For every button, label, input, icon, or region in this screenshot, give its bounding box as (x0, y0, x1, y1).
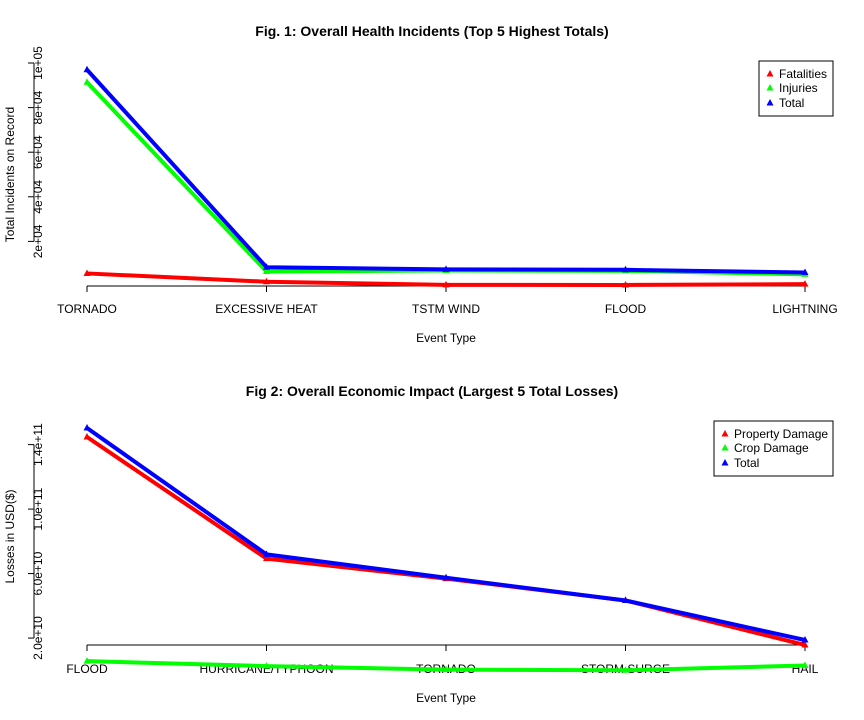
data-point (622, 265, 629, 273)
legend-label: Fatalities (779, 67, 827, 81)
x-axis-label: Event Type (416, 691, 476, 705)
data-point (442, 280, 450, 288)
x-tick-label: TORNADO (57, 302, 117, 316)
legend-label: Total (779, 96, 804, 110)
data-point (263, 554, 270, 562)
legend-label: Total (734, 456, 759, 470)
data-point (442, 573, 450, 581)
legend-marker (766, 99, 774, 106)
x-tick-label: FLOOD (605, 302, 647, 316)
series-line-total (85, 68, 806, 275)
x-tick-label: FLOOD (66, 662, 108, 676)
x-tick-label: EXCESSIVE HEAT (215, 302, 318, 316)
data-point (83, 424, 91, 431)
y-tick-label: 2.0e+10 (31, 616, 45, 660)
data-point (442, 265, 450, 272)
legend-box (713, 420, 834, 477)
series-line-total (85, 426, 806, 642)
data-point (442, 665, 450, 673)
data-point (263, 263, 270, 270)
series-line-property-damage (85, 435, 806, 647)
y-tick-label: 1.4e+11 (31, 423, 45, 466)
legend-label: Property Damage (734, 427, 828, 441)
y-axis-label: Losses in USD($) (3, 489, 17, 583)
legend-marker (721, 430, 729, 437)
y-tick-label: 6e+04 (31, 135, 45, 169)
y-tick-label: 4e+04 (31, 180, 45, 214)
health-incidents-chart: Fig. 1: Overall Health Incidents (Top 5 … (3, 23, 838, 345)
data-point (801, 280, 809, 287)
data-point (83, 433, 91, 440)
data-point (263, 267, 270, 274)
y-tick-label: 2e+04 (31, 224, 45, 258)
data-point (83, 65, 91, 73)
chart-title: Fig. 1: Overall Health Incidents (Top 5 … (255, 23, 608, 39)
data-point (622, 280, 629, 288)
legend-label: Injuries (779, 81, 818, 95)
legend-marker (766, 70, 774, 77)
data-point (263, 662, 270, 669)
x-tick-label: TSTM WIND (412, 302, 480, 316)
series-line-injuries (85, 80, 806, 277)
data-point (83, 78, 91, 85)
data-point (83, 657, 91, 664)
data-point (263, 277, 270, 285)
legend-marker (721, 459, 729, 466)
data-point (622, 596, 629, 604)
legend-marker (766, 84, 774, 91)
x-tick-label: LIGHTNING (772, 302, 837, 316)
y-tick-label: 6.0e+10 (31, 551, 45, 595)
y-tick-label: 1.0e+11 (31, 487, 45, 530)
economic-impact-chart: Fig 2: Overall Economic Impact (Largest … (3, 383, 834, 705)
legend-label: Crop Damage (734, 441, 809, 455)
x-axis-label: Event Type (416, 331, 476, 345)
data-point (801, 661, 809, 668)
data-point (801, 268, 809, 276)
data-point (622, 666, 629, 673)
data-point (263, 550, 270, 557)
y-tick-label: 1e+05 (31, 46, 45, 80)
data-point (801, 641, 809, 648)
y-axis-label: Total Incidents on Record (3, 107, 17, 242)
legend-marker (721, 444, 729, 451)
data-point (83, 269, 91, 276)
data-point (801, 636, 809, 643)
chart-title: Fig 2: Overall Economic Impact (Largest … (246, 383, 618, 399)
y-tick-label: 8e+04 (31, 90, 45, 124)
